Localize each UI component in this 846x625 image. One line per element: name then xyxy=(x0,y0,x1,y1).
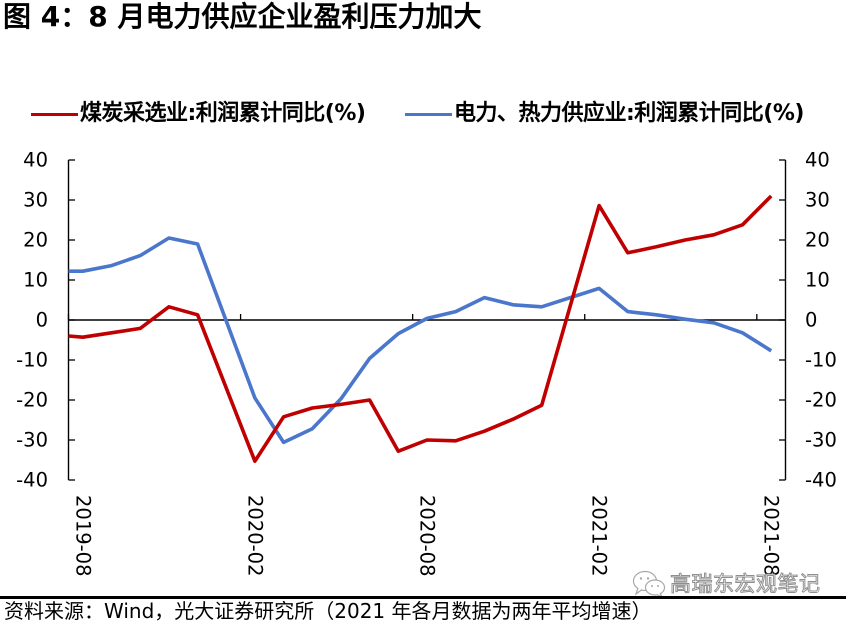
x-tick-label: 2019-08 xyxy=(71,495,94,576)
x-tick-label: 2021-02 xyxy=(588,495,611,576)
legend-label-coal-mining: 煤炭采选业:利润累计同比(%) xyxy=(80,101,366,126)
legend-swatch-coal-mining xyxy=(31,112,78,116)
legend-item-coal-mining: 煤炭采选业:利润累计同比(%) xyxy=(31,100,366,128)
power-heat-supply-profit-line xyxy=(68,236,773,445)
wechat-icon xyxy=(632,570,666,598)
left-y-tick-label: 10 xyxy=(23,269,48,292)
left-y-tick-label: 0 xyxy=(36,309,48,332)
right-y-tick-label: -10 xyxy=(805,349,837,372)
right-y-tick-label: 0 xyxy=(805,309,817,332)
left-y-tick-label: -10 xyxy=(16,349,48,372)
right-y-tick-label: 20 xyxy=(805,229,830,252)
chart-legend: 煤炭采选业:利润累计同比(%) 电力、热力供应业:利润累计同比(%) xyxy=(0,100,846,128)
watermark-text: 高瑞东宏观笔记 xyxy=(670,572,821,597)
left-y-tick-label: -30 xyxy=(16,429,48,452)
left-y-tick-label: -40 xyxy=(16,469,48,492)
left-y-tick-label: 20 xyxy=(23,229,48,252)
left-y-tick-label: 30 xyxy=(23,189,48,212)
right-y-tick-label: 10 xyxy=(805,269,830,292)
right-y-tick-label: -40 xyxy=(805,469,837,492)
figure-title: 图 4：8 月电力供应企业盈利压力加大 xyxy=(3,0,482,33)
watermark: 高瑞东宏观笔记 xyxy=(632,570,821,598)
coal-mining-profit-line xyxy=(68,194,773,464)
source-note: 资料来源：Wind，光大证券研究所（2021 年各月数据为两年平均增速） xyxy=(4,599,652,623)
legend-label-power-heat-supply: 电力、热力供应业:利润累计同比(%) xyxy=(454,101,804,126)
right-y-tick-label: 30 xyxy=(805,189,830,212)
legend-item-power-heat-supply: 电力、热力供应业:利润累计同比(%) xyxy=(405,100,804,128)
left-y-tick-label: 40 xyxy=(23,149,48,172)
right-y-tick-label: 40 xyxy=(805,149,830,172)
right-y-tick-label: -30 xyxy=(805,429,837,452)
x-tick-label: 2020-08 xyxy=(416,495,439,576)
left-y-tick-label: -20 xyxy=(16,389,48,412)
footer-divider xyxy=(0,596,846,599)
x-tick-label: 2021-08 xyxy=(760,495,783,576)
right-y-tick-label: -20 xyxy=(805,389,837,412)
legend-swatch-power-heat-supply xyxy=(405,112,452,116)
x-tick-label: 2020-02 xyxy=(243,495,266,576)
